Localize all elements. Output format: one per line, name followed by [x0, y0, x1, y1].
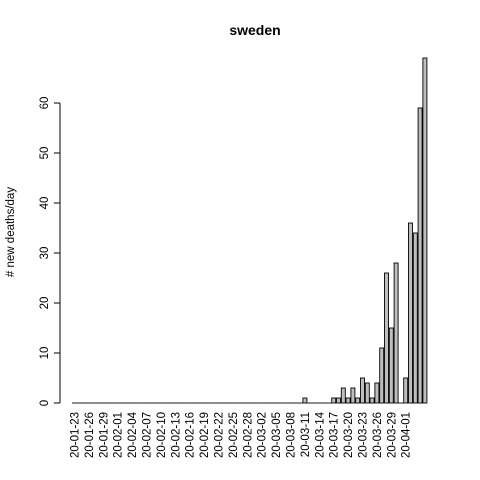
bar: [384, 272, 389, 404]
x-tick-label: 20-02-16: [185, 412, 197, 458]
x-tick-label: 20-03-14: [314, 411, 326, 458]
x-tick-label: 20-03-17: [329, 412, 341, 458]
bar: [360, 377, 365, 404]
x-tick-label: 20-04-01: [401, 412, 413, 458]
bar: [336, 397, 341, 404]
bar: [422, 57, 428, 404]
bar: [379, 347, 385, 404]
bar: [403, 377, 409, 404]
x-tick-label: 20-03-05: [271, 412, 283, 458]
y-tick-label: 30: [39, 247, 51, 260]
bar: [388, 327, 394, 404]
y-tick-label: 40: [39, 197, 51, 210]
bar: [345, 397, 351, 404]
bars: [72, 57, 428, 404]
x-tick-label: 20-01-23: [70, 412, 82, 458]
bar: [340, 387, 346, 404]
x-tick-label: 20-02-13: [170, 412, 182, 458]
x-tick-label: 20-02-01: [113, 412, 125, 458]
y-axis: 0 10 20 30 40 50 60: [39, 97, 61, 406]
bar: [393, 262, 399, 404]
x-tick-label: 20-03-02: [257, 412, 269, 458]
chart-title: sweden: [229, 22, 280, 38]
x-tick-label: 20-02-22: [214, 412, 226, 458]
bar: [374, 382, 380, 404]
y-tick-label: 20: [39, 297, 51, 310]
x-tick-label: 20-02-04: [127, 411, 139, 458]
bar: [408, 222, 413, 404]
x-tick-label: 20-02-25: [228, 412, 240, 458]
bar: [331, 397, 337, 404]
x-tick-label: 20-03-26: [372, 412, 384, 458]
y-tick-label: 0: [39, 400, 51, 406]
y-tick-label: 10: [39, 347, 51, 360]
x-axis: 20-01-23 20-01-26 20-01-29 20-02-01 20-02-04…: [70, 411, 413, 458]
bar: [355, 397, 361, 404]
y-tick-label: 50: [39, 147, 51, 160]
bar: [417, 107, 423, 404]
x-tick-label: 20-02-19: [199, 412, 211, 458]
bar: [412, 232, 418, 404]
y-axis-label: # new deaths/day: [5, 187, 17, 277]
x-tick-label: 20-03-20: [343, 412, 355, 458]
x-tick-label: 20-03-23: [358, 412, 370, 458]
bar: [350, 387, 356, 404]
x-tick-label: 20-02-07: [142, 412, 154, 458]
x-tick-label: 20-02-10: [156, 412, 168, 458]
x-tick-label: 20-02-28: [242, 412, 254, 458]
bar: [364, 382, 370, 404]
y-tick-label: 60: [39, 97, 51, 110]
x-tick-label: 20-03-08: [286, 412, 298, 458]
x-tick-label: 20-01-26: [84, 412, 96, 458]
x-tick-label: 20-03-29: [386, 412, 398, 458]
x-tick-label: 20-03-11: [300, 412, 312, 457]
x-tick-label: 20-01-29: [98, 412, 110, 458]
bar: [302, 397, 308, 404]
bar: [369, 397, 375, 404]
